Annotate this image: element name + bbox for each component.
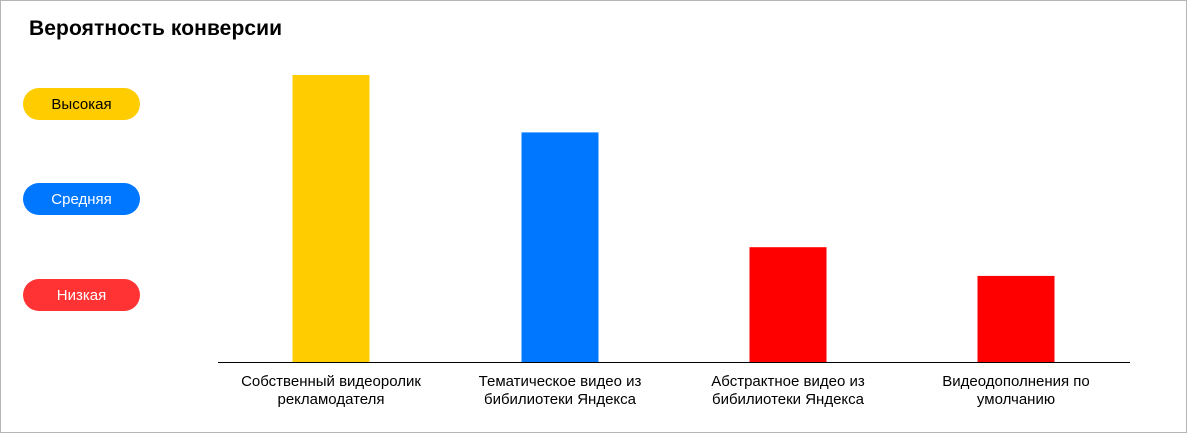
- x-tick-label: Тематическое видео из бибилиотеки Яндекс…: [478, 373, 642, 408]
- chart-title: Вероятность конверсии: [29, 17, 283, 40]
- x-tick-label: Видеодополнения по умолчанию: [942, 373, 1090, 408]
- bar-2: [521, 132, 599, 362]
- legend-pill-1: Высокая: [23, 88, 140, 120]
- legend-label: Высокая: [51, 95, 112, 113]
- x-tick-label: Собственный видеоролик рекламодателя: [241, 373, 421, 408]
- bar-3: [749, 247, 827, 362]
- legend-label: Средняя: [51, 190, 112, 208]
- bar-4: [977, 275, 1055, 362]
- x-tick-label: Абстрактное видео из бибилиотеки Яндекса: [711, 373, 865, 408]
- bar-1: [292, 75, 370, 362]
- legend-label: Низкая: [56, 286, 107, 304]
- legend-pill-2: Средняя: [23, 183, 140, 215]
- legend-pill-3: Низкая: [23, 279, 140, 311]
